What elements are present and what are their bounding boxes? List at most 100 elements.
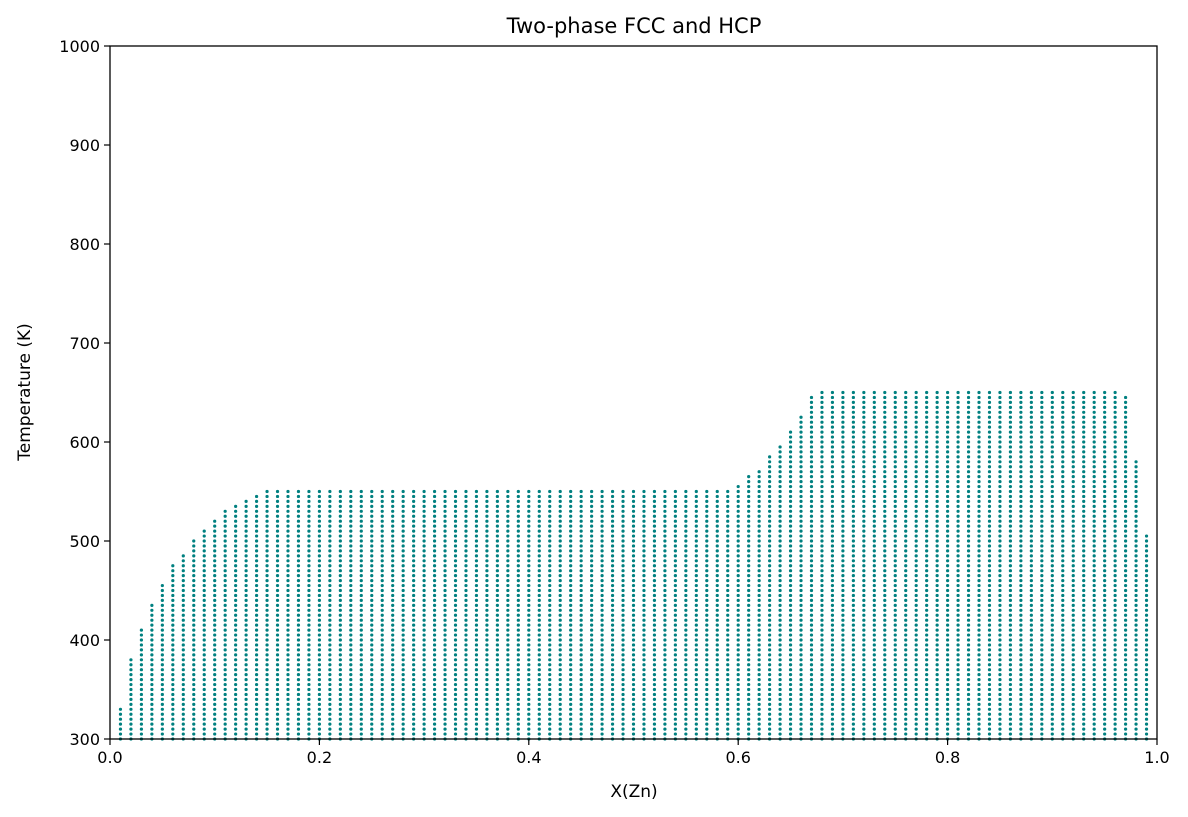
data-point [453,529,458,533]
data-point [1050,420,1054,424]
data-point [935,682,939,687]
data-point [495,717,499,721]
data-point [506,514,510,518]
data-point [830,529,835,533]
data-point [1050,529,1054,533]
data-point [234,707,238,711]
data-point [673,673,677,677]
data-point [254,643,259,647]
data-point [129,668,133,672]
data-point [925,598,929,603]
data-point [275,608,280,612]
data-point [956,678,960,682]
data-point [610,682,615,687]
data-point [506,529,510,533]
data-point [851,519,855,523]
data-point [872,480,876,484]
data-point [600,529,604,533]
data-point [809,460,814,464]
data-point [631,598,636,603]
data-point [893,430,897,434]
data-point [265,668,269,672]
data-point [631,678,636,682]
data-point [307,618,311,622]
data-point [705,593,709,598]
data-point [548,712,552,716]
data-point [1040,455,1044,459]
data-point [841,598,845,603]
data-point [977,707,981,711]
data-point [527,514,531,518]
data-point [349,623,353,627]
data-point [799,514,803,518]
data-point [474,509,479,513]
data-point [883,539,887,543]
data-point [1029,400,1033,404]
data-point [673,539,677,543]
data-point [809,504,814,508]
data-point [244,633,248,637]
data-point [977,564,981,568]
data-point [370,494,374,499]
data-point [946,539,950,543]
data-point [537,653,541,657]
data-point [1050,628,1054,632]
data-point [432,658,437,662]
data-point [1050,702,1054,706]
data-point [569,673,573,677]
data-point [286,569,290,573]
data-point [1040,608,1044,612]
data-point [464,643,468,647]
data-point [160,583,164,588]
data-point [548,574,552,578]
data-point [202,544,206,548]
data-point [506,643,510,647]
data-point [862,633,866,637]
data-point [579,539,583,543]
data-point [349,618,353,622]
data-point [548,678,552,682]
data-point [569,544,573,548]
data-point [883,588,887,593]
data-point [841,460,845,464]
data-point [307,673,311,677]
data-point [642,499,646,503]
data-point [432,603,437,607]
data-point [1061,588,1065,593]
data-point [830,608,835,612]
data-point [736,682,740,687]
data-point [1019,687,1023,692]
data-point [265,732,269,736]
data-point [1061,480,1065,484]
data-point [359,673,363,677]
data-point [202,692,206,697]
data-point [244,722,248,726]
data-point [893,534,897,538]
data-point [956,524,960,528]
data-point [1050,564,1054,568]
data-point [558,593,562,598]
data-point [1050,489,1054,494]
data-point [380,588,384,593]
data-point [338,618,342,622]
data-point [684,687,688,692]
data-point [726,628,730,632]
data-point [328,598,332,603]
data-point [1040,559,1044,563]
data-point [1040,504,1044,508]
data-point [328,579,332,583]
data-point [474,544,479,548]
data-point [684,559,688,563]
data-point [914,455,918,459]
data-point [904,455,908,459]
data-point [1050,643,1054,647]
data-point [788,603,793,607]
data-point [453,559,458,563]
data-point [977,554,981,558]
data-point [202,529,206,533]
data-point [684,564,688,568]
data-point [579,603,583,607]
data-point [987,583,992,588]
data-point [1029,673,1033,677]
data-point [652,583,657,588]
